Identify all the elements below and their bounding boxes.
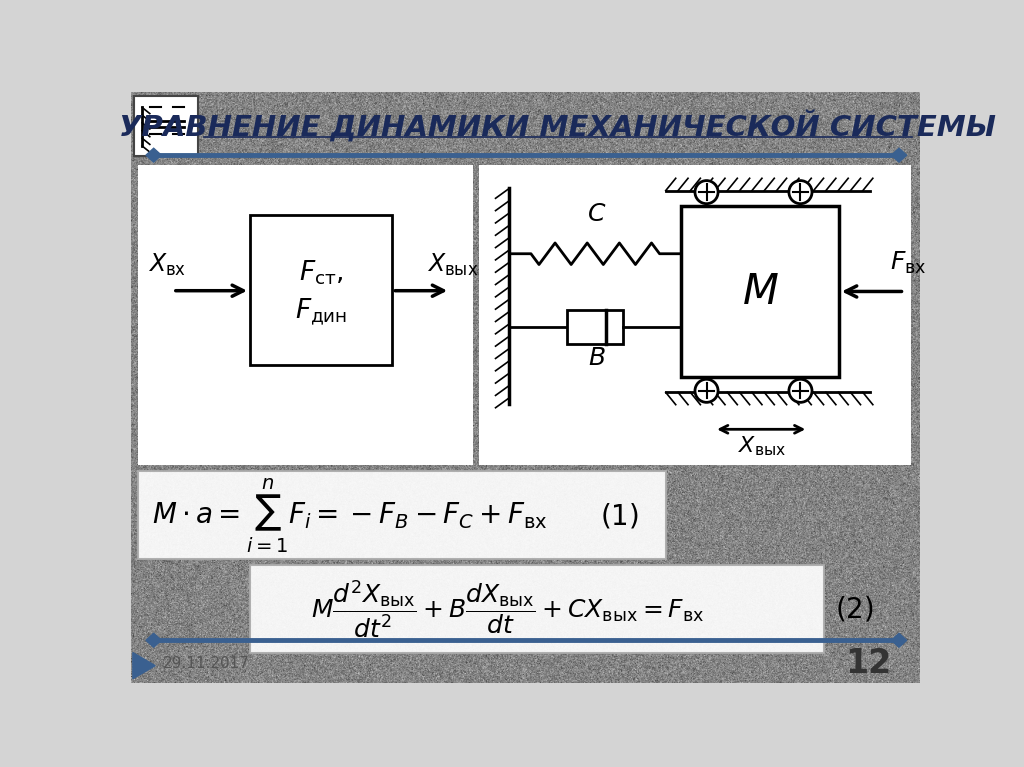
- Text: $B$: $B$: [588, 346, 605, 370]
- Text: $X_{\mathrm{вых}}$: $X_{\mathrm{вых}}$: [427, 252, 478, 278]
- Bar: [681, 206, 839, 377]
- Bar: [567, 310, 623, 344]
- Text: 12: 12: [845, 647, 891, 680]
- Polygon shape: [891, 148, 906, 162]
- Bar: [138, 165, 473, 466]
- Circle shape: [788, 379, 812, 403]
- Circle shape: [695, 180, 718, 204]
- Circle shape: [788, 180, 812, 204]
- Circle shape: [695, 379, 718, 403]
- Text: $F_{\mathrm{дин}}$: $F_{\mathrm{дин}}$: [295, 296, 348, 327]
- Text: $M\dfrac{d^2X_{\mathrm{вых}}}{dt^2} + B\dfrac{dX_{\mathrm{вых}}}{dt} + CX_{\math: $M\dfrac{d^2X_{\mathrm{вых}}}{dt^2} + B\…: [311, 578, 705, 640]
- Text: $F_{\mathrm{вх}}$: $F_{\mathrm{вх}}$: [890, 250, 927, 276]
- Text: УРАВНЕНИЕ ДИНАМИКИ МЕХАНИЧЕСКОЙ СИСТЕМЫ: УРАВНЕНИЕ ДИНАМИКИ МЕХАНИЧЕСКОЙ СИСТЕМЫ: [120, 110, 996, 142]
- Text: $X_{\mathrm{вх}}$: $X_{\mathrm{вх}}$: [148, 252, 186, 278]
- Text: $X_{\mathrm{вых}}$: $X_{\mathrm{вых}}$: [737, 434, 786, 458]
- Polygon shape: [146, 148, 162, 162]
- Text: 29.11.2017: 29.11.2017: [163, 656, 250, 671]
- Text: $C$: $C$: [587, 202, 606, 225]
- Text: $M$: $M$: [742, 272, 779, 313]
- Bar: [478, 165, 911, 466]
- Bar: [138, 471, 666, 559]
- Text: $M \cdot a = \sum_{i=1}^{n} F_i = -F_B - F_C + F_{\mathrm{вх}}$: $M \cdot a = \sum_{i=1}^{n} F_i = -F_B -…: [153, 476, 548, 555]
- Bar: [250, 565, 823, 653]
- Bar: [250, 216, 392, 365]
- Polygon shape: [891, 634, 906, 647]
- Text: $(2)$: $(2)$: [835, 595, 873, 624]
- Polygon shape: [146, 634, 162, 647]
- Polygon shape: [133, 653, 156, 679]
- Text: $F_{\mathrm{ст}},$: $F_{\mathrm{ст}},$: [299, 258, 344, 287]
- Bar: [134, 96, 198, 156]
- Text: $(1)$: $(1)$: [600, 501, 639, 530]
